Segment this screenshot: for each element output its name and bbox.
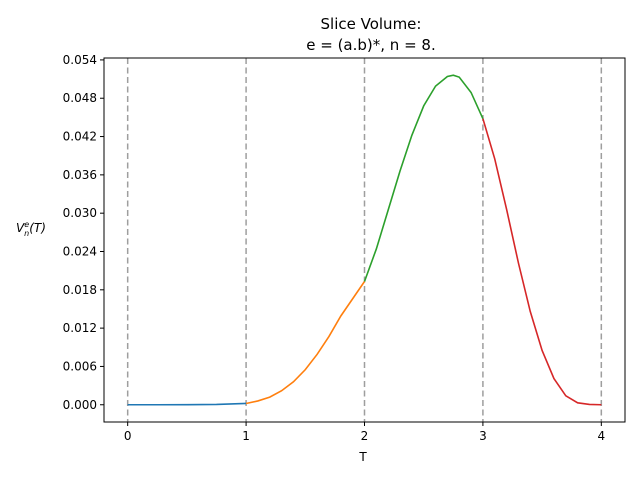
chart-title-line-2: e = (a.b)*, n = 8. <box>306 36 435 54</box>
x-tick-label: 1 <box>242 429 250 443</box>
y-axis-label-argument: (T) <box>29 221 46 235</box>
x-tick-label: 0 <box>124 429 132 443</box>
chart-title-line-1: Slice Volume: <box>321 15 422 33</box>
y-tick-label: 0.048 <box>63 91 97 105</box>
series-line <box>127 402 247 406</box>
y-axis-label-main: V <box>16 221 25 235</box>
y-tick-label: 0.000 <box>63 398 97 412</box>
x-tick-label: 3 <box>479 429 487 443</box>
y-tick-label: 0.030 <box>63 206 97 220</box>
series-line <box>363 74 484 282</box>
x-tick-label: 2 <box>361 429 369 443</box>
y-tick-label: 0.012 <box>63 321 97 335</box>
y-tick-label: 0.018 <box>63 283 97 297</box>
series-line <box>245 281 366 405</box>
series-line <box>482 118 602 406</box>
x-tick-label: 4 <box>597 429 605 443</box>
plot-area <box>127 74 602 406</box>
x-axis: 0 1 2 3 4 <box>124 422 605 443</box>
y-tick-label: 0.024 <box>63 244 97 258</box>
y-axis: 0.000 0.006 0.012 0.018 0.024 0.030 0.036 0.042… <box>63 53 104 412</box>
y-axis-label-subscript: n <box>24 229 29 238</box>
y-tick-label: 0.036 <box>63 168 97 182</box>
y-tick-label: 0.054 <box>63 53 97 67</box>
y-axis-label: Ve n(T) <box>16 220 46 238</box>
vertical-dashed-lines <box>126 58 603 422</box>
y-tick-label: 0.006 <box>63 359 97 373</box>
y-tick-label: 0.042 <box>63 130 97 144</box>
y-axis-label-superscript: e <box>24 220 29 229</box>
x-axis-label: T <box>358 450 367 464</box>
